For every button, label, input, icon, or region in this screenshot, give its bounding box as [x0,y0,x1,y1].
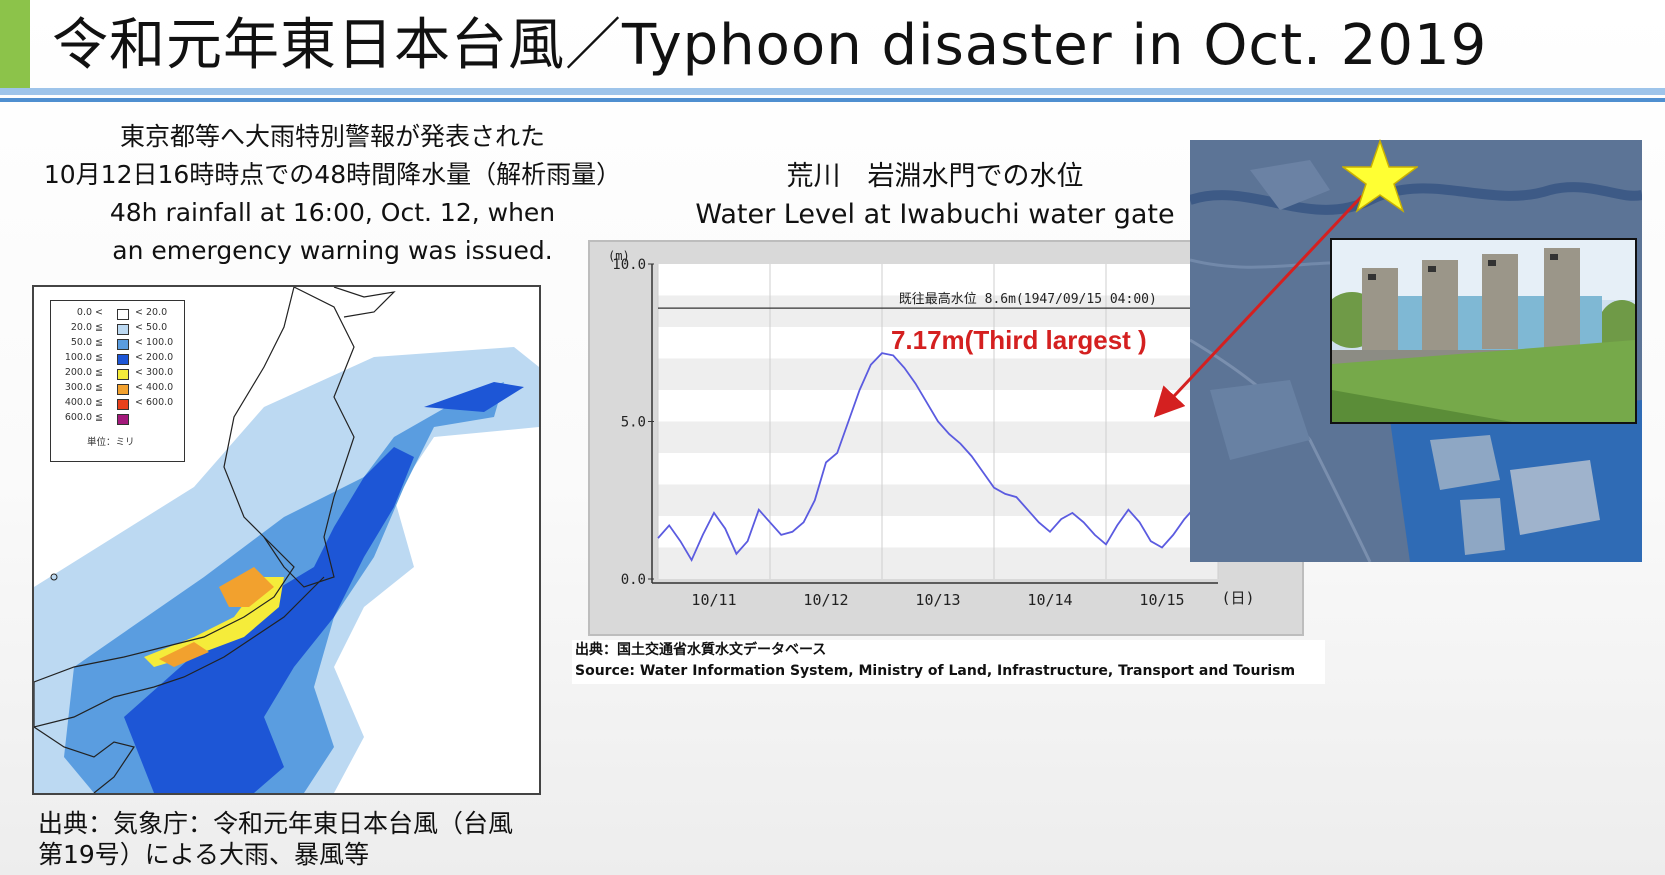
legend-color-swatch [117,399,129,410]
legend-row: 20.0 ≦ < 50.0 [51,322,184,337]
legend-color-swatch [117,324,129,335]
legend-row: 300.0 ≦ < 400.0 [51,382,184,397]
water-level-caption-line2: Water Level at Iwabuchi water gate [695,199,1175,230]
legend-color-swatch [117,339,129,350]
x-tick-label: 10/14 [1027,591,1072,609]
legend-range-to: < 300.0 [135,367,174,378]
water-level-chart-svg: 0.0 5.0 10.0(m) 10/11 10/12 10/13 10/14 10/15 (日… [608,249,1255,609]
grid-band [658,358,1218,390]
legend-range-to: < 20.0 [135,307,168,318]
x-tick-label: 10/15 [1139,591,1184,609]
legend-row: 100.0 ≦ < 200.0 [51,352,184,367]
y-tick-label: 0.0 [621,572,646,588]
legend-row: 50.0 ≦ < 100.0 [51,337,184,352]
rainfall-caption: 東京都等へ大雨特別警報が発表された 10月12日16時時点での48時間降水量（解… [0,118,665,270]
water-level-series-line [657,352,1219,563]
x-tick-label: 10/12 [803,591,848,609]
map-source-note: 出典：気象庁：令和元年東日本台風（台風 第19号）による大雨、暴風等 [38,808,513,870]
chart-source-line2: Source: Water Information System, Minist… [575,663,1296,679]
rainfall-caption-line1: 東京都等へ大雨特別警報が発表された [119,122,545,151]
legend-row: 200.0 ≦ < 300.0 [51,367,184,382]
rainfall-caption-line2: 10月12日16時時点での48時間降水量（解析雨量） [43,160,622,189]
y-tick-label: 10.0 [612,257,646,273]
legend-range-from: 600.0 ≦ [64,412,103,423]
rainfall-caption-line3: 48h rainfall at 16:00, Oct. 12, when [109,198,556,227]
peak-annotation: 7.17m(Third largest ) [891,325,1147,355]
iwabuchi-water-gate-photo [1330,238,1637,424]
legend-color-swatch [117,309,129,320]
y-tick-label: 5.0 [621,415,646,431]
legend-range-to: < 600.0 [135,397,174,408]
legend-range-from: 200.0 ≦ [64,367,103,378]
x-unit-label: (日) [1221,589,1254,607]
location-star-icon [1342,139,1418,213]
legend-color-swatch [117,384,129,395]
chart-source-line1: 出典：国土交通省水質水文データベース [575,642,827,658]
legend-range-from: 400.0 ≦ [64,397,103,408]
legend-range-from: 50.0 ≦ [70,337,103,348]
legend-range-from: 300.0 ≦ [64,382,103,393]
title-accent-bar [0,0,30,88]
legend-color-swatch [117,414,129,425]
record-high-label: 既往最高水位 8.6m(1947/09/15 04:00) [899,291,1157,307]
title-underline-light [0,88,1665,95]
map-source-line1: 出典：気象庁：令和元年東日本台風（台風 [38,809,514,838]
y-unit-label: (m) [608,249,630,263]
legend-range-to: < 100.0 [135,337,174,348]
water-level-caption-line1: 荒川 岩淵水門での水位 [786,161,1084,192]
legend-color-swatch [117,354,129,365]
legend-range-from: 20.0 ≦ [70,322,103,333]
legend-unit: 単位：ミリ [87,437,135,448]
legend-range-from: 100.0 ≦ [64,352,103,363]
x-tick-label: 10/11 [691,591,736,609]
grid-band [658,547,1218,579]
legend-range-to: < 50.0 [135,322,168,333]
grid-band [658,421,1218,453]
water-level-caption: 荒川 岩淵水門での水位 Water Level at Iwabuchi wate… [680,158,1190,234]
grid-band [658,295,1218,327]
chart-source-note: 出典：国土交通省水質水文データベース Source: Water Informa… [572,640,1325,684]
legend-row: 600.0 ≦ [51,412,184,427]
grid-band [658,484,1218,516]
map-source-line2: 第19号）による大雨、暴風等 [38,840,370,869]
legend-row: 400.0 ≦ < 600.0 [51,397,184,412]
legend-range-from: 0.0 < [76,307,103,318]
legend-range-to: < 400.0 [135,382,174,393]
rainfall-caption-line4: an emergency warning was issued. [112,236,553,265]
title-underline-dark [0,98,1665,102]
legend-row: 0.0 < < 20.0 [51,307,184,322]
x-tick-label: 10/13 [915,591,960,609]
legend-range-to: < 200.0 [135,352,174,363]
slide-title: 令和元年東日本台風／Typhoon disaster in Oct. 2019 [52,13,1488,78]
rainfall-legend: 0.0 < < 20.0 20.0 ≦ < 50.0 50.0 ≦ < 100.0 100.… [50,300,185,462]
water-gate-image [1332,240,1635,422]
legend-color-swatch [117,369,129,380]
